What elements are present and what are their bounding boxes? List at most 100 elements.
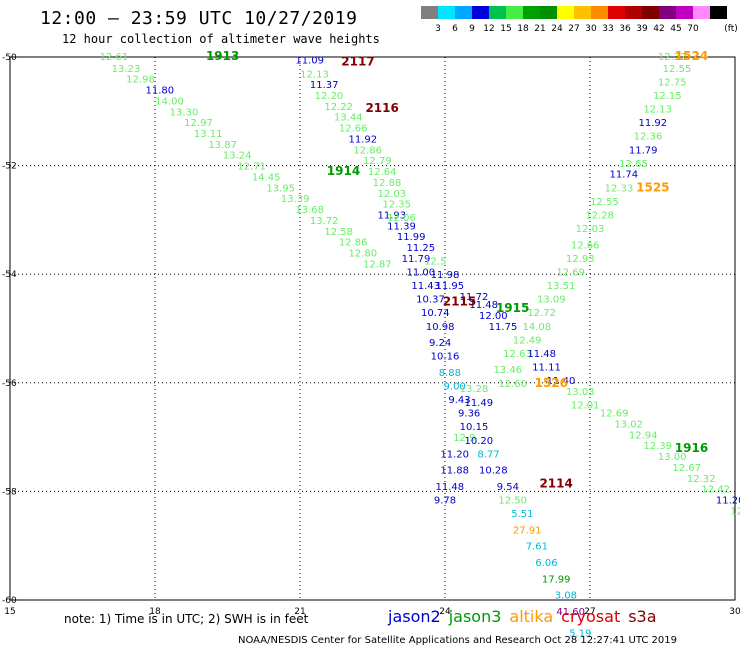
y-tick-label: -56	[2, 379, 17, 389]
wave-height-value: 13.87	[208, 140, 237, 151]
color-scale-label: 15	[500, 24, 512, 34]
wave-height-value: 10.98	[426, 322, 455, 333]
color-scale-label: 6	[452, 24, 458, 34]
wave-height-value: 3.08	[555, 591, 577, 602]
wave-height-value: 10.20	[465, 436, 494, 447]
wave-height-value: 12.75	[658, 77, 687, 88]
wave-height-value: 13.09	[537, 295, 566, 306]
wave-height-value: 12.49	[513, 335, 542, 346]
pass-number-label: 1524	[675, 49, 708, 63]
wave-height-value: 10.37	[416, 295, 445, 306]
wave-height-value: 12.15	[653, 91, 682, 102]
pass-number-label: 2117	[341, 54, 374, 68]
y-tick-label: -54	[2, 270, 17, 280]
wave-height-value: 11.74	[610, 170, 639, 181]
wave-height-value: 9.43	[448, 395, 470, 406]
legend-item-jason2: jason2	[388, 607, 441, 626]
wave-height-value: 27.91	[513, 525, 542, 536]
map-title: 12:00 – 23:59 UTC 10/27/2019	[40, 8, 358, 29]
wave-height-value: 12.06	[387, 213, 416, 224]
wave-height-value: 13.68	[295, 205, 324, 216]
color-scale-box	[710, 6, 728, 19]
wave-height-value: 12.94	[629, 430, 658, 441]
wave-height-value: 12.35	[382, 200, 411, 211]
wave-height-value: 11.98	[431, 270, 460, 281]
wave-height-value: 12.79	[363, 156, 392, 167]
wave-height-value: 12.13	[643, 105, 672, 116]
wave-height-value: 12.03	[378, 189, 407, 200]
wave-height-value: 12.66	[571, 240, 600, 251]
map-subtitle: 12 hour collection of altimeter wave hei…	[62, 32, 380, 46]
color-scale-label: 36	[619, 24, 631, 34]
wave-height-value: 13.44	[334, 113, 363, 124]
wave-height-value: 11.92	[639, 118, 668, 129]
color-scale-unit: (ft)	[724, 24, 738, 34]
wave-height-value: 12.61	[100, 52, 129, 63]
wave-height-value: 12.93	[566, 254, 595, 265]
wave-height-value: 13.30	[170, 107, 199, 118]
pass-number-label: 2114	[539, 476, 572, 490]
satellite-legend: jason2 jason3 altika cryosat s3a	[388, 607, 665, 626]
color-scale-label: 42	[653, 24, 665, 34]
pass-number-label: 2116	[365, 101, 398, 115]
wave-height-value: 12.60	[498, 379, 527, 390]
wave-height-value: 11.95	[436, 281, 465, 292]
x-tick-label: 24	[439, 607, 451, 617]
color-scale-label: 70	[687, 24, 699, 34]
pass-number-label: 1916	[675, 441, 708, 455]
x-tick-label: 30	[729, 607, 740, 617]
legend-item-altika: altika	[509, 607, 554, 626]
wave-height-value: 8.88	[439, 368, 461, 379]
wave-height-value: 12.88	[373, 178, 402, 189]
wave-height-value: 10.15	[460, 422, 489, 433]
wave-height-value: 9.54	[497, 482, 519, 493]
pass-number-label: 2115	[443, 294, 476, 308]
wave-height-value: 41.60	[556, 607, 585, 618]
wave-height-value: 12.69	[600, 409, 629, 420]
plot-frame	[9, 56, 736, 601]
wave-height-value: 12.98	[126, 75, 155, 86]
wave-height-value: 10.28	[479, 466, 508, 477]
wave-height-value: 12.55	[590, 197, 619, 208]
pass-number-label: 1526	[535, 376, 568, 390]
wave-height-value: 11.00	[407, 267, 436, 278]
wave-height-value: 11.75	[489, 322, 518, 333]
wave-height-value: 11.20	[716, 496, 740, 507]
footnote: note: 1) Time is in UTC; 2) SWH is in fe…	[64, 612, 309, 626]
wave-height-value: 12.65	[619, 159, 648, 170]
wave-height-value: 11.43	[411, 281, 440, 292]
wave-height-value: 12.9	[453, 433, 475, 444]
color-scale-label: 33	[602, 24, 614, 34]
wave-height-value: 12.22	[324, 102, 353, 113]
x-tick-label: 27	[584, 607, 595, 617]
wave-height-value: 12.69	[556, 267, 585, 278]
wave-height-value: 11.93	[378, 210, 407, 221]
color-scale-label: 39	[636, 24, 648, 34]
wave-height-value: 12.64	[368, 167, 397, 178]
wave-height-value: 17.99	[542, 574, 571, 585]
wave-height-value: 12.71	[237, 162, 266, 173]
wave-height-value: 12.42	[701, 485, 730, 496]
wave-height-value: 10.16	[431, 352, 460, 363]
legend-item-s3a: s3a	[628, 607, 657, 626]
wave-height-value: 12.28	[585, 210, 614, 221]
wave-height-value: 5.19	[569, 629, 591, 640]
color-scale-label: 24	[551, 24, 563, 34]
wave-height-value: 13.00	[658, 452, 687, 463]
wave-height-value: 13.28	[460, 384, 489, 395]
color-scale-label: 3	[435, 24, 441, 34]
wave-height-value: 12.66	[339, 124, 368, 135]
wave-height-value: 12.67	[672, 463, 701, 474]
color-scale-label: 9	[469, 24, 475, 34]
wave-height-value: 13.51	[547, 281, 576, 292]
wave-height-value: 13.03	[566, 387, 595, 398]
color-scale-label: 21	[534, 24, 546, 34]
pass-number-label: 1914	[327, 164, 360, 178]
legend-item-jason3: jason3	[448, 607, 502, 626]
pass-number-label: 1915	[496, 301, 529, 315]
wave-height-value: 12.39	[643, 441, 672, 452]
wave-height-value: 11.39	[387, 221, 416, 232]
wave-height-value: 11.92	[349, 134, 378, 145]
y-tick-label: -50	[2, 53, 17, 63]
